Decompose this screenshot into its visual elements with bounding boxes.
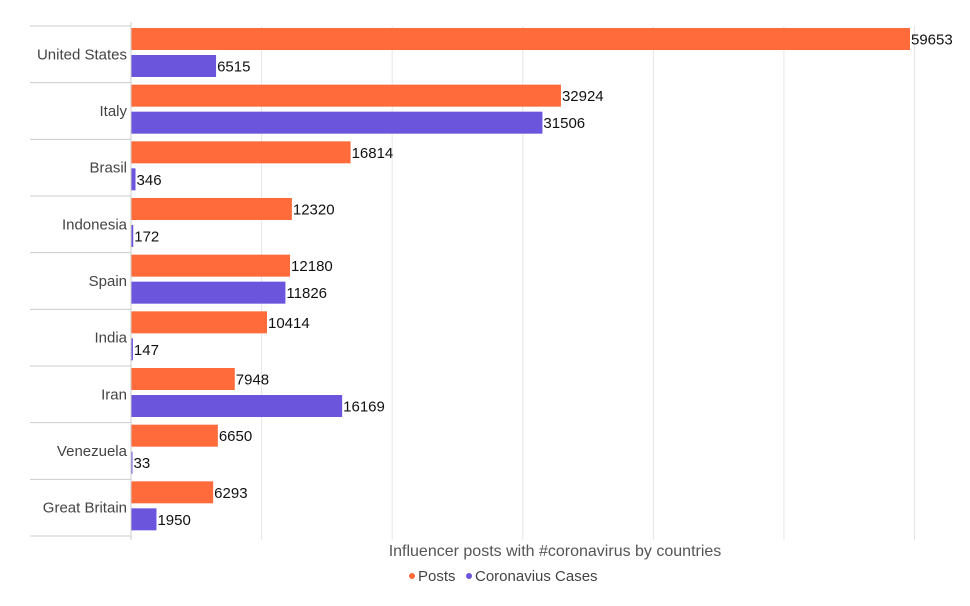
data-label: 33 <box>134 455 151 472</box>
category-separators <box>30 25 131 537</box>
category-label: Spain <box>89 273 127 290</box>
cases-bar <box>131 225 134 247</box>
cases-bar <box>131 281 286 304</box>
cases-bar <box>131 55 217 77</box>
category-label: United States <box>37 46 127 63</box>
cases-bar <box>131 168 136 191</box>
posts-bar <box>131 311 267 334</box>
category-label: India <box>94 330 127 347</box>
data-label: 16814 <box>352 145 394 162</box>
category-label: Indonesia <box>62 216 128 233</box>
posts-bar <box>131 481 214 504</box>
data-label: 12320 <box>293 202 335 219</box>
legend-marker <box>409 573 415 579</box>
posts-bar <box>131 424 218 447</box>
data-label: 10414 <box>268 315 310 332</box>
posts-bar <box>131 28 910 50</box>
data-labels: 59653 6515 32924 31506 16814 346 12320 172 12180… <box>134 32 953 529</box>
data-label: 12180 <box>291 258 333 275</box>
cases-bar <box>131 508 157 531</box>
cases-bar <box>131 338 133 361</box>
legend-item-label: Posts <box>418 568 456 585</box>
posts-bar <box>131 254 291 277</box>
data-label: 346 <box>137 172 162 189</box>
data-label: 11826 <box>286 285 327 302</box>
data-label: 1950 <box>157 512 190 529</box>
cases-bar <box>131 395 343 417</box>
category-label: Brasil <box>89 160 127 177</box>
cases-bar <box>131 451 133 474</box>
category-label: Venezuela <box>57 443 128 460</box>
legend-item-label: Coronavius Cases <box>475 568 598 585</box>
bars <box>131 28 910 531</box>
data-label: 147 <box>134 342 159 359</box>
data-label: 6650 <box>219 428 252 445</box>
legend-marker <box>466 573 472 579</box>
data-label: 172 <box>134 229 159 246</box>
posts-bar <box>131 368 235 390</box>
posts-bar <box>131 198 292 220</box>
category-label: Italy <box>99 103 127 120</box>
data-label: 6515 <box>217 59 250 76</box>
data-label: 59653 <box>911 32 953 49</box>
data-label: 7948 <box>236 372 269 389</box>
category-labels: United States Italy Brasil Indonesia Spain In… <box>37 46 128 516</box>
legend: Posts Coronavius Cases <box>409 568 598 585</box>
category-label: Great Britain <box>43 500 127 517</box>
data-label: 6293 <box>214 485 247 502</box>
posts-bar <box>131 84 561 107</box>
data-label: 16169 <box>343 399 385 416</box>
x-axis-title: Influencer posts with #coronavirus by co… <box>389 543 722 560</box>
category-label: Iran <box>101 386 127 403</box>
cases-bar <box>131 111 543 134</box>
posts-bar <box>131 141 351 164</box>
data-label: 32924 <box>562 88 604 105</box>
data-label: 31506 <box>543 115 585 132</box>
